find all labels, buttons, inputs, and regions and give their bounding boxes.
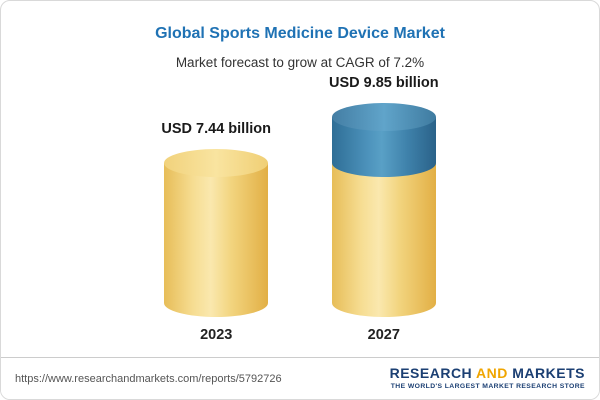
category-label-2023: 2023 [200,327,233,343]
cylinder-2027-top-ellipse [331,103,436,131]
chart-plot-area: USD 7.44 billion 2023 USD 9.85 billion [1,75,599,343]
brand-markets-text: MARKETS [507,365,585,382]
chart-header: Global Sports Medicine Device Market Mar… [1,1,599,70]
category-label-2027: 2027 [367,327,400,343]
bar-group-2023: USD 7.44 billion 2023 [161,121,271,343]
cylinder-2027-growth-segment [331,103,436,177]
cylinder-2027-base-segment [331,163,436,317]
cylinder-2027-base-body [331,163,436,303]
chart-subtitle: Market forecast to grow at CAGR of 7.2% [175,55,425,70]
brand-research-text: RESEARCH [389,365,477,382]
value-label-2023: USD 7.44 billion [161,121,271,137]
cylinder-2023-body [164,163,269,303]
value-label-2027: USD 9.85 billion [329,75,439,91]
report-url-link[interactable]: https://www.researchandmarkets.com/repor… [15,372,282,385]
brand-logo: RESEARCH AND MARKETS THE WORLD'S LARGEST… [389,365,585,391]
brand-wordmark: RESEARCH AND MARKETS [389,365,585,382]
cylinder-2027-bottom-ellipse [331,289,436,317]
cylinder-2023-base-segment [164,149,269,317]
footer-bar: https://www.researchandmarkets.com/repor… [1,357,599,399]
cylinder-2023-bottom-ellipse [164,289,269,317]
cylinder-2027 [331,103,436,317]
cylinder-2023 [164,149,269,317]
bar-group-2027: USD 9.85 billion 2027 [329,75,439,343]
brand-and-text: AND [476,365,508,382]
cylinder-2027-junction-ellipse [331,149,436,177]
chart-title: Global Sports Medicine Device Market [155,25,445,42]
brand-tagline: THE WORLD'S LARGEST MARKET RESEARCH STOR… [390,383,585,391]
cylinder-2023-top-ellipse [164,149,269,177]
